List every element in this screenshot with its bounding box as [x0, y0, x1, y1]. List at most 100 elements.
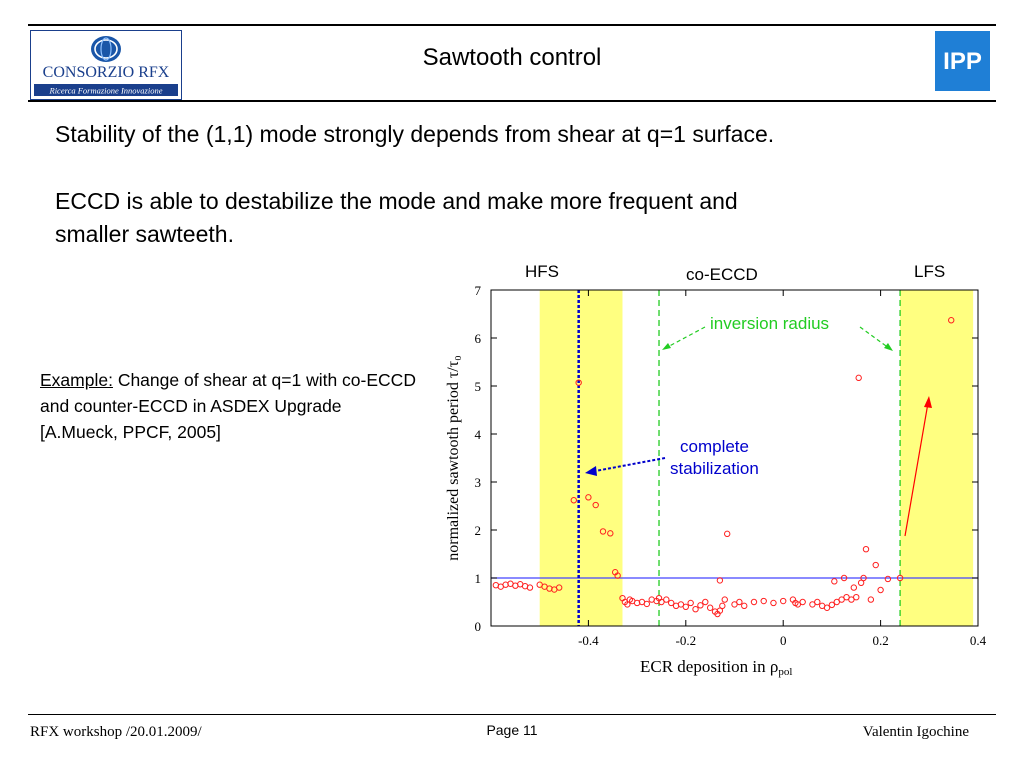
data-point: [526, 584, 534, 591]
data-point: [682, 603, 690, 610]
data-point: [833, 598, 840, 606]
y-axis-label: normalized sawtooth period τ/τ₀: [445, 355, 462, 561]
data-point: [838, 596, 845, 603]
data-point: [760, 597, 767, 605]
data-point: [643, 600, 651, 608]
data-point: [770, 599, 777, 607]
data-point: [780, 597, 787, 605]
data-point: [575, 379, 582, 386]
data-point: [731, 601, 738, 608]
x-tick-label: -0.2: [676, 633, 697, 648]
data-point: [692, 606, 699, 613]
data-point: [862, 546, 870, 553]
data-point: [860, 574, 867, 582]
footer-workshop: RFX workshop /20.01.2009/: [30, 724, 202, 740]
data-point: [831, 578, 838, 585]
data-point: [599, 528, 607, 535]
inversion-arrow-left: [661, 326, 706, 351]
data-point: [840, 574, 848, 582]
data-point: [809, 601, 816, 608]
x-tick-label: 0.2: [872, 633, 888, 648]
data-point: [607, 530, 614, 537]
data-point: [884, 575, 892, 583]
y-tick-label: 4: [475, 427, 482, 442]
lfs-trend-arrow: [904, 402, 929, 537]
example-note: Example: Change of shear at q=1 with co-…: [40, 367, 420, 445]
data-point: [723, 530, 731, 538]
data-point: [687, 599, 694, 607]
data-point: [896, 574, 904, 582]
data-point: [663, 596, 670, 603]
data-point: [828, 601, 836, 609]
data-point: [855, 374, 862, 382]
data-points: [492, 317, 955, 618]
ipp-logo: IPP: [935, 31, 990, 91]
x-axis-label: ECR deposition in ρpol: [640, 657, 792, 678]
consorzio-rfx-logo: CONSORZIO RFX Ricerca Formazione Innovaz…: [30, 30, 182, 100]
y-tick-label: 0: [475, 619, 482, 634]
stabilization-arrowhead: [585, 466, 597, 476]
data-point: [794, 601, 802, 608]
eccd-paragraph-line2: smaller sawteeth.: [55, 221, 234, 247]
data-point: [624, 601, 631, 608]
footer-page-number: Page 11: [486, 722, 538, 738]
data-point: [857, 579, 865, 586]
inversion-arrowhead-right: [884, 343, 893, 351]
data-point: [867, 596, 875, 603]
data-point: [799, 598, 806, 606]
co-eccd-label: co-ECCD: [686, 265, 758, 284]
deposition-band-0: [539, 290, 623, 626]
stabilization-label-line2: stabilization: [670, 459, 759, 478]
footer-author: Valentin Igochine: [862, 724, 969, 740]
data-point: [677, 601, 685, 608]
inversion-radius-label: inversion radius: [710, 314, 829, 333]
data-point: [750, 598, 758, 606]
header-top-rule: [28, 24, 996, 26]
y-tick-label: 2: [475, 523, 482, 538]
deposition-band-1: [900, 290, 974, 626]
data-point: [585, 494, 592, 501]
data-point: [848, 596, 855, 603]
x-tick-label: 0.4: [970, 633, 987, 648]
logo-rfx-name: CONSORZIO RFX: [43, 64, 170, 81]
eccd-paragraph-line1: ECCD is able to destabilize the mode and…: [55, 188, 738, 214]
data-point: [850, 584, 858, 591]
data-point: [614, 572, 621, 579]
stability-paragraph: Stability of the (1,1) mode strongly dep…: [55, 121, 775, 147]
y-tick-label: 1: [475, 571, 482, 586]
data-point: [736, 598, 743, 606]
data-point: [716, 577, 724, 584]
y-tick-label: 6: [475, 331, 482, 346]
stabilization-arrow: [589, 457, 666, 473]
data-point: [741, 602, 748, 610]
footer-rule: [28, 714, 996, 715]
data-point: [706, 604, 714, 611]
data-point: [555, 584, 563, 591]
data-point: [823, 604, 831, 611]
inversion-arrowhead-left: [662, 343, 671, 350]
data-point: [814, 598, 821, 606]
data-point: [697, 602, 704, 609]
data-point: [877, 586, 884, 594]
y-tick-label: 3: [475, 475, 482, 490]
lfs-label: LFS: [914, 262, 945, 281]
data-point: [658, 598, 665, 606]
data-point: [948, 317, 955, 324]
data-point: [702, 598, 709, 606]
data-point: [716, 607, 724, 614]
page-title: Sawtooth control: [422, 44, 602, 71]
hfs-label: HFS: [525, 262, 559, 281]
data-point: [719, 602, 726, 610]
lfs-trend-arrowhead: [924, 396, 932, 408]
plot-frame: [490, 289, 979, 627]
data-point: [592, 501, 599, 509]
data-point: [570, 497, 577, 504]
data-point: [853, 594, 860, 601]
data-point: [721, 596, 728, 603]
y-tick-label: 7: [475, 283, 482, 298]
deposition-bands: [539, 290, 974, 626]
ipp-logo-text: IPP: [943, 48, 982, 75]
example-label: Example:: [40, 370, 113, 390]
x-tick-label: -0.4: [578, 633, 599, 648]
